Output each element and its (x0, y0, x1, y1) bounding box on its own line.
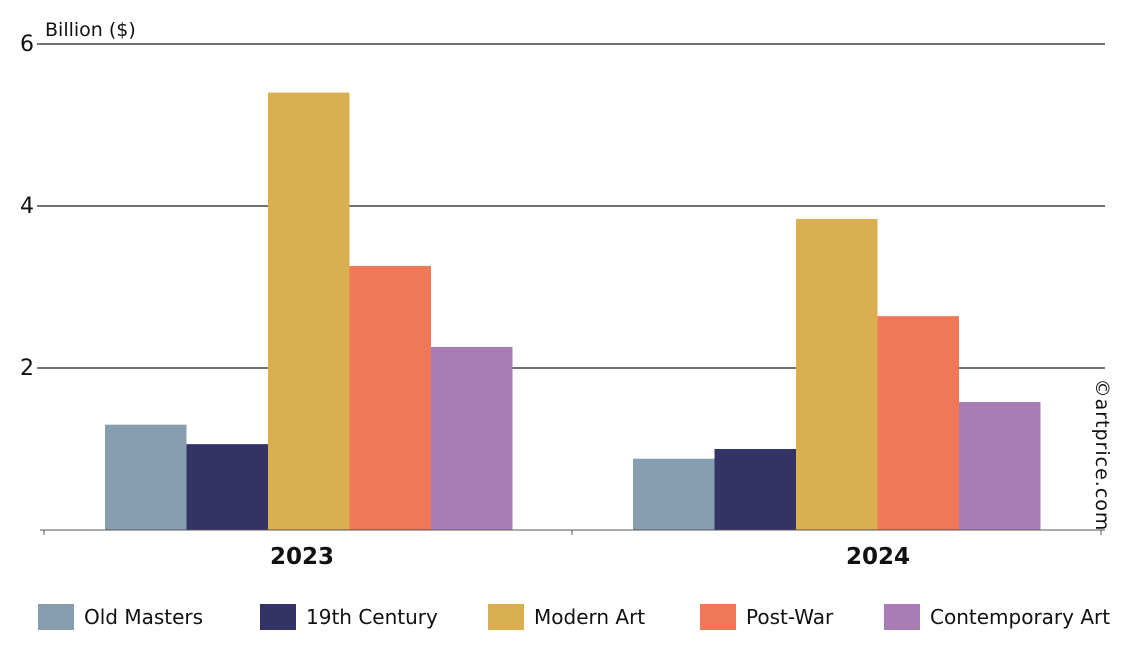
bar-post-war-2023 (349, 265, 431, 530)
bar-modern-art-2024 (796, 218, 878, 530)
bar-19th-century-2023 (186, 444, 268, 530)
y-tick-label: 4 (20, 194, 34, 219)
legend-swatch-modern-art (488, 604, 524, 630)
legend-swatch-19th-century (260, 604, 296, 630)
bars (105, 92, 1041, 530)
axes: 2 4 6 2023 2024 (20, 32, 1105, 570)
legend-label: Contemporary Art (930, 605, 1110, 629)
bar-post-war-2024 (877, 316, 959, 530)
y-axis-label: Billion ($) (45, 19, 136, 41)
legend-swatch-contemporary-art (884, 604, 920, 630)
bar-19th-century-2024 (714, 449, 796, 530)
bar-contemporary-art-2023 (431, 346, 513, 530)
bar-contemporary-art-2024 (959, 402, 1041, 530)
y-tick-label: 2 (20, 356, 34, 381)
bar-old-masters-2023 (105, 424, 187, 530)
legend: Old Masters 19th Century Modern Art Post-Wa… (38, 604, 1110, 630)
legend-label: Modern Art (534, 605, 645, 629)
y-tick-label: 6 (20, 32, 34, 57)
legend-label: Post-War (746, 605, 834, 629)
bar-old-masters-2024 (633, 458, 715, 530)
watermark-text: ©artprice.com (1091, 379, 1113, 532)
legend-swatch-post-war (700, 604, 736, 630)
legend-label: 19th Century (306, 605, 438, 629)
legend-label: Old Masters (84, 605, 203, 629)
x-tick-label: 2024 (846, 544, 910, 570)
legend-swatch-old-masters (38, 604, 74, 630)
bar-modern-art-2023 (268, 92, 350, 530)
x-tick-label: 2023 (270, 544, 334, 570)
